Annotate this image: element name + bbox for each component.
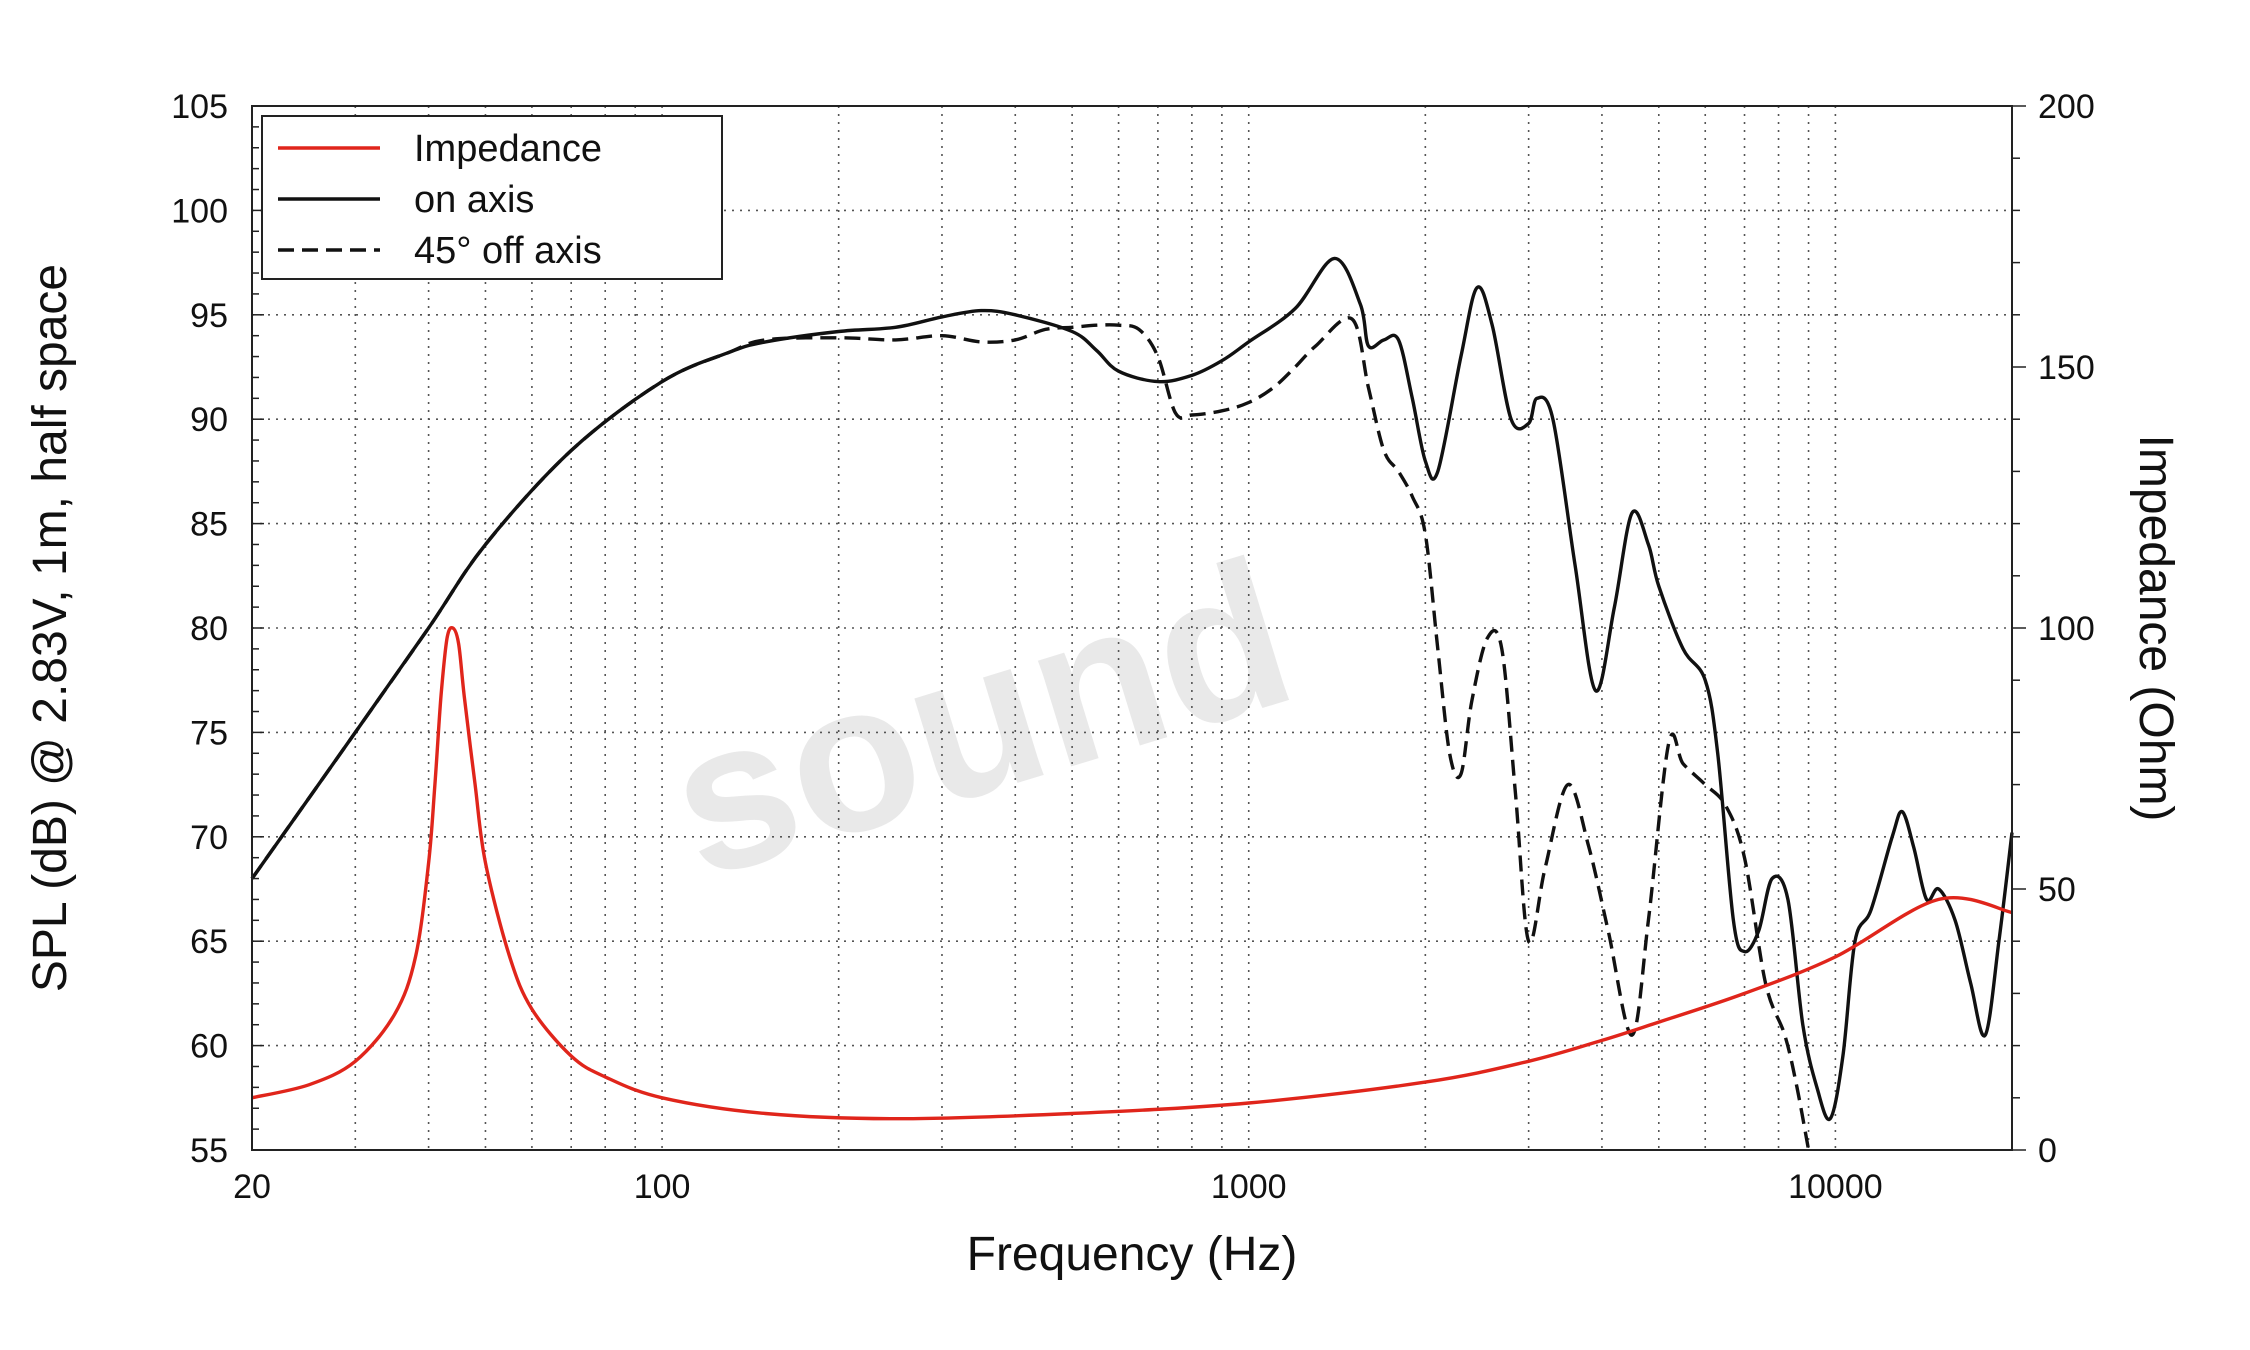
y-tick-label: 55 (190, 1132, 228, 1170)
legend-label: Impedance (414, 128, 602, 170)
series-line-45-off-axis (250, 316, 1811, 1151)
y2-tick-label: 100 (2038, 610, 2095, 648)
minor-ticks (252, 105, 2026, 1151)
y2-tick-label: 200 (2038, 88, 2095, 126)
y2-axis-title: Impedance (Ohm) (2129, 435, 2182, 822)
legend-label: 45° off axis (414, 230, 602, 272)
y2-tick-label: 50 (2038, 871, 2076, 909)
grid-lines (252, 106, 2012, 1150)
series-layer (250, 256, 2014, 1151)
y-tick-label: 90 (190, 401, 228, 439)
legend: Impedance on axis 45° off axis (261, 115, 723, 280)
series-line-impedance (251, 625, 2013, 1121)
y-tick-label: 95 (190, 297, 228, 335)
x-axis-title: Frequency (Hz) (967, 1228, 1298, 1281)
legend-label: on axis (414, 179, 534, 221)
x-tick-label: 20 (233, 1168, 271, 1206)
x-tick-label: 10000 (1788, 1168, 1883, 1206)
y-tick-label: 65 (190, 923, 228, 961)
y-tick-label: 80 (190, 610, 228, 648)
x-tick-label: 100 (634, 1168, 691, 1206)
y-tick-label: 60 (190, 1028, 228, 1066)
y-tick-label: 75 (190, 714, 228, 752)
y-tick-label: 70 (190, 819, 228, 857)
x-tick-label: 1000 (1211, 1168, 1287, 1206)
y2-tick-label: 150 (2038, 349, 2095, 387)
y-tick-label: 105 (171, 88, 228, 126)
tick-labels: 20 100 1000 10000 55 60 65 70 75 80 85 90 95 100 105 0 5… (171, 88, 2094, 1206)
y-axis-title: SPL (dB) @ 2.83V, 1m, half space (24, 264, 77, 992)
y-tick-label: 85 (190, 506, 228, 544)
y-tick-label: 100 (171, 192, 228, 230)
y2-tick-label: 0 (2038, 1132, 2057, 1170)
